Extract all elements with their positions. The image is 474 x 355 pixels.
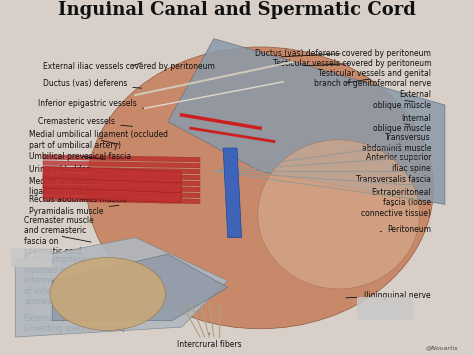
Polygon shape [52,254,228,321]
Polygon shape [43,161,200,168]
Bar [10,247,52,267]
Polygon shape [43,173,200,180]
Polygon shape [43,185,200,192]
Text: External spermatic fascia
(investing spermatic cord): External spermatic fascia (investing spe… [25,314,126,333]
Text: Ilioinguinal nerve: Ilioinguinal nerve [346,291,431,300]
Text: Inguinal Canal and Spermatic Cord: Inguinal Canal and Spermatic Cord [58,1,416,19]
Text: Pubic symphysis
(covered by
intermingling fibers
of external oblique
aponeuroses: Pubic symphysis (covered by interminglin… [25,255,100,306]
Polygon shape [43,155,200,162]
Polygon shape [168,39,445,204]
Text: @Novartis: @Novartis [426,345,458,350]
Text: Internal
oblique muscle: Internal oblique muscle [373,114,431,133]
Polygon shape [43,186,182,203]
Text: Inferior epigastric vessels: Inferior epigastric vessels [38,99,145,108]
Text: Extraperitoneal
fascia (loose
connective tissue): Extraperitoneal fascia (loose connective… [361,188,431,218]
Text: Transversalis fascia: Transversalis fascia [356,175,431,184]
Text: Median umbilical
ligament (urachus): Median umbilical ligament (urachus) [29,176,102,196]
Bar [357,297,412,321]
Ellipse shape [87,47,433,329]
Text: Umbilical prevesical fascia: Umbilical prevesical fascia [29,152,131,161]
Text: Urinary bladder: Urinary bladder [29,165,105,174]
Text: External iliac vessels covered by peritoneum: External iliac vessels covered by perito… [43,62,215,71]
Text: Testicular vessels and genital
branch of genitofemoral nerve: Testicular vessels and genital branch of… [314,69,431,88]
Ellipse shape [258,140,419,289]
Text: Peritoneum: Peritoneum [380,225,431,234]
Polygon shape [43,179,200,186]
Text: Anterior superior
iliac spine: Anterior superior iliac spine [365,153,431,173]
Text: Ductus (vas) deferens: Ductus (vas) deferens [43,79,142,88]
Polygon shape [43,191,200,198]
Text: Cremasteric vessels: Cremasteric vessels [38,117,133,126]
Polygon shape [43,196,200,204]
Polygon shape [43,166,182,183]
Text: Transversus
abdominis muscle: Transversus abdominis muscle [362,133,431,153]
Polygon shape [43,176,182,193]
Polygon shape [223,148,242,237]
Polygon shape [15,237,228,337]
Text: Intercrural fibers: Intercrural fibers [177,333,242,349]
Text: Ductus (vas) deferens covered by peritoneum: Ductus (vas) deferens covered by periton… [255,49,431,58]
Text: Rectus abdominis muscle: Rectus abdominis muscle [29,195,127,204]
Text: External
oblique muscle: External oblique muscle [373,90,431,110]
Text: Testicular vessels covered by peritoneum: Testicular vessels covered by peritoneum [273,59,431,68]
Polygon shape [43,166,200,174]
Text: Pyramidalis muscle: Pyramidalis muscle [29,206,119,215]
Text: Medial umbilical ligament (occluded
part of umbilical artery): Medial umbilical ligament (occluded part… [29,130,168,149]
Ellipse shape [50,257,165,331]
Text: Cremaster muscle
and cremasteric
fascia on
spermatic cord: Cremaster muscle and cremasteric fascia … [25,216,94,256]
